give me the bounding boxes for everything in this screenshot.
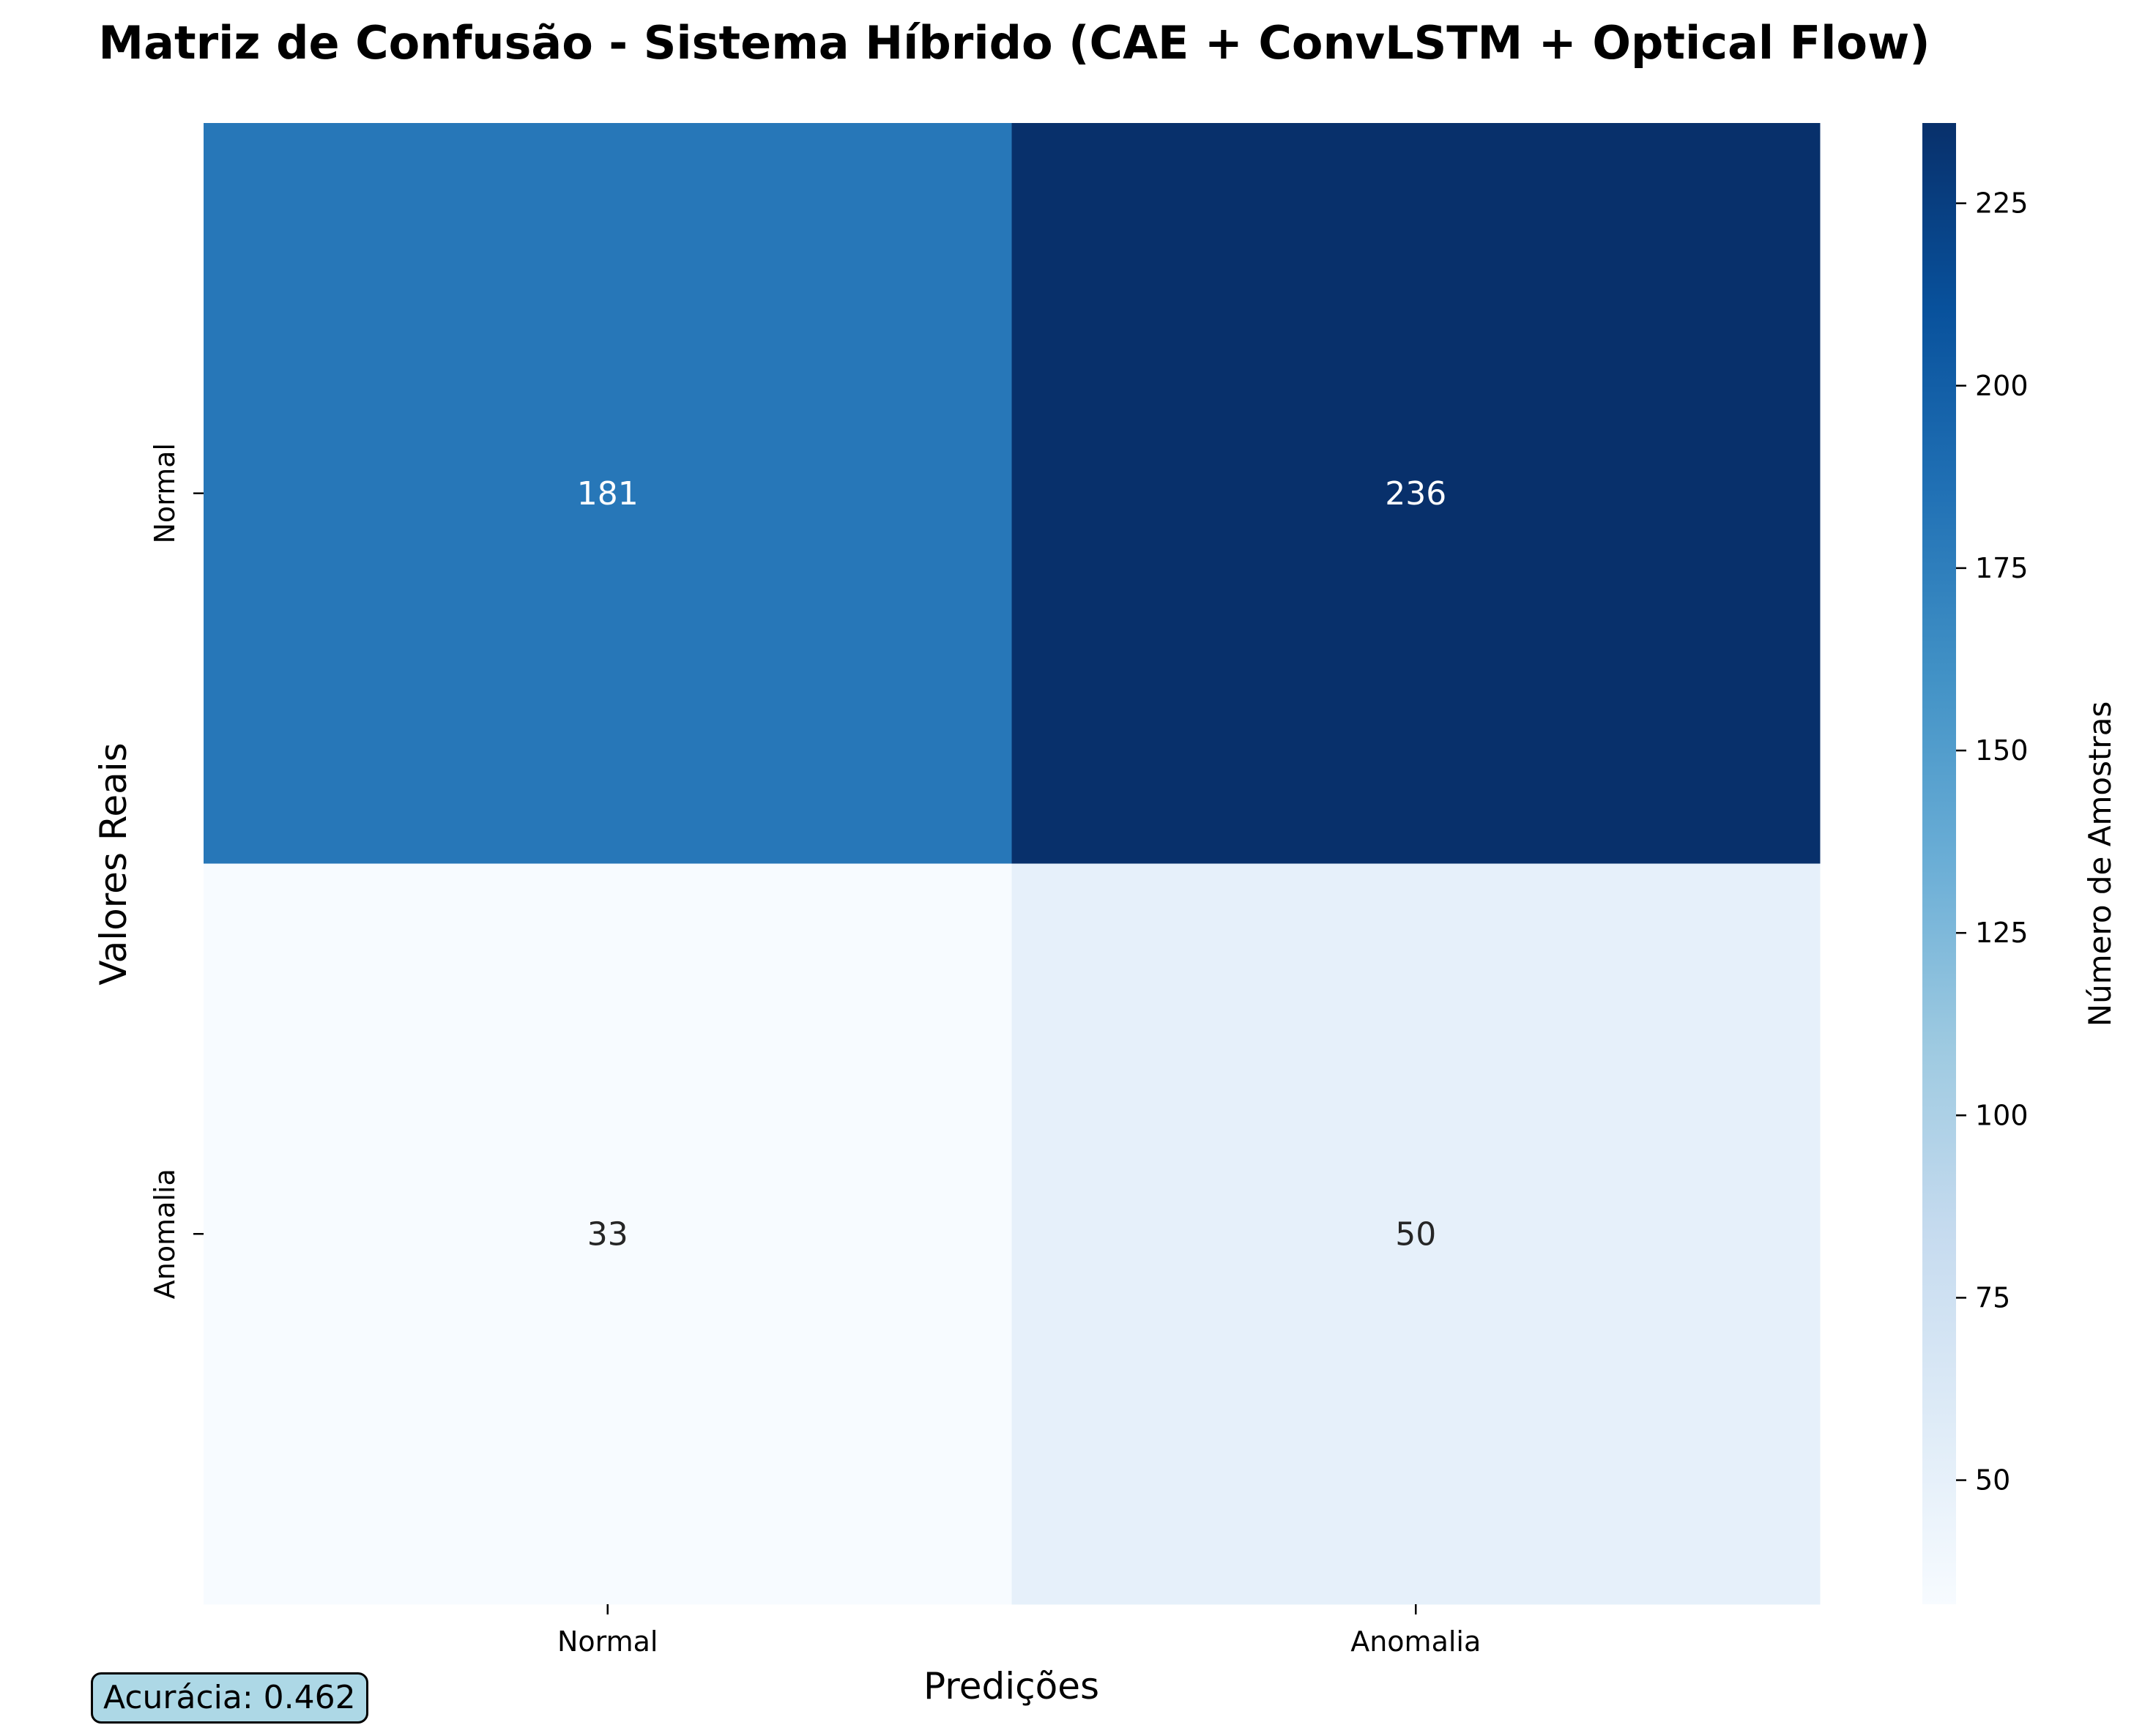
colorbar-ticks: 50 75 100 125 150 175 200 225 xyxy=(1956,187,2029,1497)
colorbar-tick-label: 175 xyxy=(1975,552,2029,584)
colorbar-tick-label: 75 xyxy=(1975,1281,2010,1314)
colorbar-tick-label: 225 xyxy=(1975,187,2029,220)
heatmap-cell xyxy=(204,123,1012,864)
chart-title: Matriz de Confusão - Sistema Híbrido (CA… xyxy=(98,16,1930,70)
x-tick-label: Normal xyxy=(557,1625,658,1658)
colorbar-tick-label: 125 xyxy=(1975,917,2029,949)
cell-value-label: 33 xyxy=(587,1215,628,1253)
colorbar-tick-label: 200 xyxy=(1975,370,2029,402)
heatmap-cell xyxy=(1011,863,1821,1605)
accuracy-annotation: Acurácia: 0.462 xyxy=(91,1672,368,1724)
colorbar-tick-label: 50 xyxy=(1975,1464,2010,1497)
colorbar-tick-label: 150 xyxy=(1975,734,2029,767)
heatmap-cell xyxy=(1011,123,1821,864)
y-axis-ticks: Normal Anomalia xyxy=(149,443,204,1299)
colorbar-tick-label: 100 xyxy=(1975,1099,2029,1131)
cell-value-label: 236 xyxy=(1385,475,1446,513)
colorbar xyxy=(1922,123,1956,1604)
y-tick-label: Normal xyxy=(149,443,181,544)
x-axis-label: Predições xyxy=(923,1665,1099,1707)
cell-value-label: 50 xyxy=(1395,1215,1436,1253)
heatmap-cells xyxy=(204,123,1821,1605)
y-tick-label: Anomalia xyxy=(149,1169,181,1299)
x-axis-ticks: Normal Anomalia xyxy=(557,1604,1481,1658)
cell-value-label: 181 xyxy=(577,475,639,513)
colorbar-label: Número de Amostras xyxy=(2082,701,2118,1027)
heatmap-cell xyxy=(204,863,1012,1605)
y-axis-label: Valores Reais xyxy=(92,742,135,985)
heatmap-cell-labels: 181 236 33 50 xyxy=(577,475,1446,1253)
x-tick-label: Anomalia xyxy=(1350,1625,1481,1658)
